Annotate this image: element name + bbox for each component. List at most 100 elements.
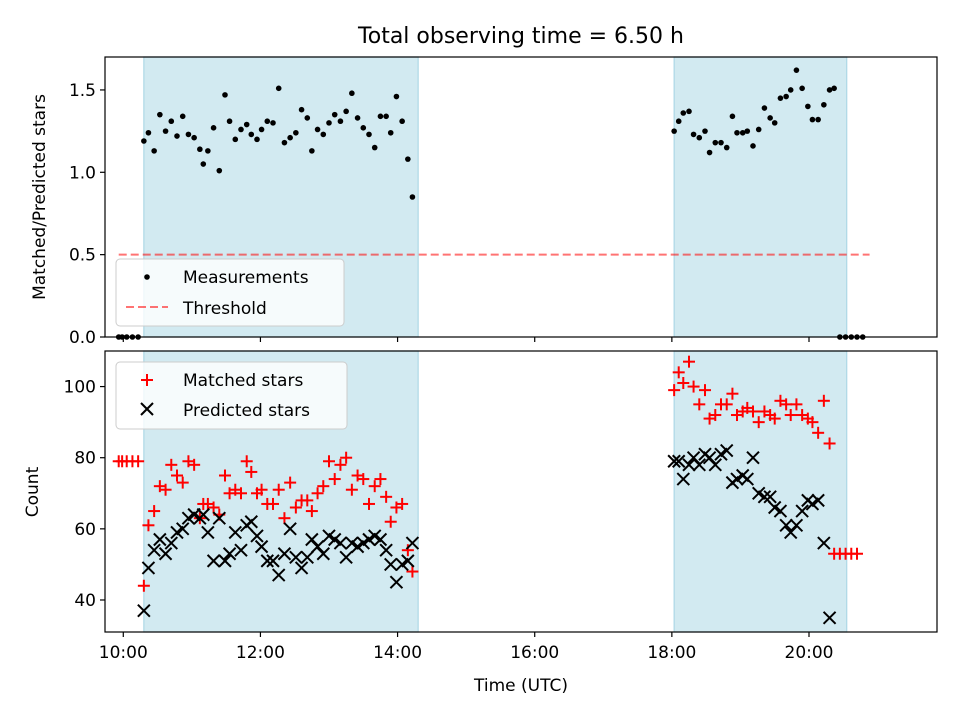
matched-stars-point [406, 565, 419, 578]
predicted-stars-point [720, 443, 734, 458]
measurement-point [337, 118, 344, 125]
matched-stars-point [334, 458, 347, 471]
bottom-legend-box [115, 361, 348, 430]
predicted-stars-point [401, 554, 415, 568]
predicted-stars-point [746, 451, 760, 465]
top-axes-frame [104, 56, 938, 338]
matched-stars-point [255, 483, 268, 496]
measurement-point [270, 120, 276, 126]
matched-stars-point [693, 398, 706, 411]
x-tick-label: 10:00 [99, 643, 148, 663]
predicted-stars-point [294, 561, 309, 575]
matched-stars-point [687, 380, 700, 393]
matched-stars-point [780, 398, 793, 411]
matched-stars-point [148, 505, 161, 518]
measurement-point [157, 111, 163, 118]
measurement-point [826, 87, 833, 93]
matched-stars-point [159, 483, 172, 496]
matched-stars-point [672, 366, 685, 379]
predicted-stars-point [277, 547, 292, 561]
predicted-stars-point [405, 536, 420, 550]
predicted-stars-point [300, 550, 314, 565]
matched-stars-point [806, 416, 819, 429]
predicted-stars-point [757, 490, 772, 504]
measurement-point [718, 139, 724, 146]
bottom-marks [112, 355, 863, 625]
measurement-point [349, 90, 355, 97]
matched-stars-point [289, 501, 302, 514]
matched-stars-point [380, 490, 393, 503]
legend-measurements-label: Measurements [183, 268, 309, 288]
matched-stars-point [720, 398, 733, 411]
matched-stars-point [219, 469, 231, 482]
matched-stars-point [709, 409, 722, 422]
measurement-point [275, 85, 282, 92]
predicted-stars-point [266, 554, 280, 568]
top-y-ticks: 0.0 0.5 1.0 1.5 [69, 81, 105, 348]
measurement-point [409, 194, 416, 200]
measurement-point [671, 128, 677, 134]
matched-stars-point [137, 579, 150, 592]
measurement-point [675, 118, 682, 125]
measurement-point [366, 131, 372, 138]
matched-stars-point [823, 437, 836, 450]
predicted-stars-point [250, 529, 264, 543]
matched-stars-point [132, 455, 145, 468]
matched-stars-point [188, 458, 201, 471]
predicted-stars-point [817, 536, 831, 550]
measurement-point [831, 85, 837, 92]
predicted-stars-point [763, 490, 777, 504]
matched-stars-point [401, 544, 414, 557]
measurement-point [293, 129, 299, 136]
matched-stars-point [683, 355, 695, 368]
matched-stars-point [368, 480, 381, 493]
top-shaded-spans [143, 56, 848, 338]
predicted-stars-point [682, 458, 696, 472]
legend-predicted-marker [140, 402, 154, 416]
measurement-point [331, 111, 338, 118]
matched-stars-point [345, 483, 358, 496]
measurement-point [320, 131, 327, 138]
measurement-point [298, 106, 305, 113]
top-legend: Measurements Threshold [115, 258, 345, 327]
measurement-point [767, 115, 773, 121]
predicted-stars-point [283, 522, 297, 536]
y-tick-label: 1.5 [69, 81, 96, 101]
bottom-x-ticks: 10:00 12:00 14:00 16:00 18:00 20:00 [99, 632, 834, 663]
matched-stars-point [790, 398, 803, 411]
predicted-stars-point [137, 603, 151, 618]
x-tick-label: 18:00 [647, 643, 696, 663]
predicted-stars-point [822, 611, 837, 625]
predicted-stars-point [339, 550, 353, 565]
matched-stars-point [363, 497, 375, 510]
x-tick-label: 14:00 [373, 643, 422, 663]
y-tick-label: 1.0 [69, 163, 96, 183]
measurement-point [162, 128, 169, 134]
predicted-stars-point [373, 532, 388, 547]
matched-stars-point [278, 512, 291, 525]
measurement-point [360, 125, 367, 131]
measurement-point [222, 92, 228, 98]
measurement-point [799, 85, 805, 92]
predicted-stars-point [389, 575, 404, 589]
measurement-point [314, 126, 321, 133]
measurement-point [706, 149, 713, 156]
measurement-point [254, 136, 260, 143]
bottom-y-ticks: 40 60 80 100 [64, 378, 105, 611]
measurement-point [702, 128, 708, 134]
top-panel: 0.0 0.5 1.0 1.5 Matched/Predicted stars Mea… [30, 56, 938, 348]
measurement-point [686, 108, 692, 115]
predicted-stars-point [234, 543, 248, 557]
measurement-point [793, 67, 800, 73]
measurement-point [145, 129, 152, 136]
measurement-point [287, 134, 293, 141]
matched-stars-point [668, 384, 681, 397]
measurement-point [755, 126, 762, 133]
predicted-stars-point [153, 532, 167, 547]
matched-stars-point [284, 476, 297, 489]
matched-stars-point [317, 480, 330, 493]
predicted-stars-point [222, 547, 237, 561]
measurement-point [739, 129, 746, 136]
predicted-stars-point [164, 536, 178, 550]
measurement-point [141, 138, 147, 144]
